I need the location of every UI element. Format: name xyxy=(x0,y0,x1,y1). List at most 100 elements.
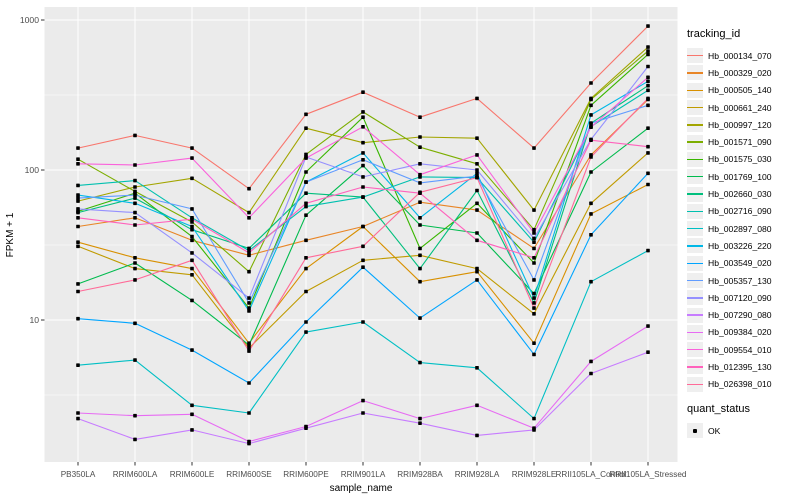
data-point xyxy=(304,180,308,184)
data-point xyxy=(304,266,308,271)
data-point xyxy=(304,213,308,217)
data-point xyxy=(304,204,308,209)
data-point xyxy=(304,112,308,117)
legend-key-line-icon xyxy=(687,273,703,288)
data-point xyxy=(304,289,308,294)
data-point xyxy=(589,170,593,174)
data-point xyxy=(190,227,194,232)
data-point xyxy=(646,49,650,53)
legend-key-line-icon xyxy=(687,324,703,340)
data-point xyxy=(361,115,365,119)
legend-key-line-icon xyxy=(687,307,703,323)
data-point xyxy=(361,175,365,179)
data-point xyxy=(76,183,80,188)
data-point xyxy=(190,412,194,417)
data-point xyxy=(133,163,137,167)
data-point xyxy=(190,224,194,229)
data-point xyxy=(418,190,422,195)
data-point xyxy=(190,251,194,255)
legend-item-Hb_000997_120: Hb_000997_120 xyxy=(687,116,799,133)
data-point xyxy=(247,269,251,274)
data-point xyxy=(247,301,251,305)
data-point xyxy=(304,126,308,130)
data-point xyxy=(133,185,137,189)
data-point xyxy=(304,170,308,174)
legend-item-label: Hb_000134_070 xyxy=(708,50,772,61)
data-point xyxy=(475,403,479,408)
data-point xyxy=(646,248,650,253)
data-point xyxy=(589,125,593,129)
data-point xyxy=(418,172,422,177)
data-point xyxy=(190,348,194,352)
legend-item-Hb_000134_070: Hb_000134_070 xyxy=(687,47,799,64)
data-point xyxy=(418,162,422,166)
data-point xyxy=(190,403,194,408)
legend-item-Hb_002660_030: Hb_002660_030 xyxy=(687,185,799,202)
x-tick-label: RRIM600LE xyxy=(170,470,215,479)
data-point xyxy=(646,79,650,84)
y-tick-label: 100 xyxy=(25,165,40,175)
data-point xyxy=(361,195,365,199)
data-point xyxy=(532,246,536,251)
data-point xyxy=(76,416,80,421)
axis-tick-labels: 1000 100 10 PB350LA RRIM600LA RRIM600LE RRIM60… xyxy=(20,15,687,479)
data-point xyxy=(475,175,479,180)
data-point xyxy=(532,426,536,430)
data-point xyxy=(304,238,308,243)
data-point xyxy=(247,439,251,444)
data-point xyxy=(76,240,80,244)
legend-key-line-icon xyxy=(687,48,703,64)
legend-item-Hb_007120_090: Hb_007120_090 xyxy=(687,289,799,306)
quant-ok-key-icon xyxy=(687,423,703,439)
legend-key-line-icon xyxy=(687,221,703,237)
legend-item-label: Hb_003549_020 xyxy=(708,258,772,269)
legend-item-Hb_000329_020: Hb_000329_020 xyxy=(687,64,799,81)
data-point xyxy=(247,309,251,313)
data-point xyxy=(133,358,137,362)
data-point xyxy=(646,103,650,108)
data-point xyxy=(361,110,365,114)
legend-item-Hb_012395_130: Hb_012395_130 xyxy=(687,358,799,375)
data-point xyxy=(190,207,194,211)
data-point xyxy=(361,158,365,162)
data-point xyxy=(475,201,479,206)
data-point xyxy=(76,157,80,161)
data-point xyxy=(76,216,80,220)
legend-item-Hb_001571_090: Hb_001571_090 xyxy=(687,133,799,150)
data-point xyxy=(418,416,422,421)
data-point xyxy=(361,265,365,269)
legend-item-Hb_001769_100: Hb_001769_100 xyxy=(687,168,799,185)
x-tick-label: RRIM600SE xyxy=(226,470,272,479)
data-point xyxy=(133,193,137,197)
legend-item-label: Hb_005357_130 xyxy=(708,275,772,286)
data-point xyxy=(532,291,536,296)
data-point xyxy=(418,135,422,139)
data-point xyxy=(532,227,536,232)
data-point xyxy=(475,208,479,212)
data-point xyxy=(418,421,422,425)
data-point xyxy=(76,411,80,415)
legend-title-tracking-id: tracking_id xyxy=(687,28,741,40)
legend-item-label: Hb_001571_090 xyxy=(708,137,772,148)
data-point xyxy=(646,182,650,187)
data-point xyxy=(76,316,80,321)
data-point xyxy=(646,171,650,176)
legend-item-label: Hb_001575_030 xyxy=(708,154,772,165)
data-point xyxy=(646,88,650,93)
data-point xyxy=(646,96,650,101)
data-point xyxy=(133,216,137,220)
legend: tracking_id Hb_000134_070 Hb_000329_020 Hb… xyxy=(687,28,799,439)
data-point xyxy=(304,256,308,260)
data-point xyxy=(247,216,251,220)
data-point xyxy=(133,201,137,206)
data-point xyxy=(646,144,650,149)
data-point xyxy=(418,316,422,320)
data-point xyxy=(589,121,593,125)
data-point xyxy=(532,301,536,305)
data-point xyxy=(247,186,251,191)
legend-item-label: Hb_002716_090 xyxy=(708,206,772,217)
data-point xyxy=(418,253,422,258)
data-point xyxy=(304,156,308,160)
legend-key-line-icon xyxy=(687,151,703,167)
